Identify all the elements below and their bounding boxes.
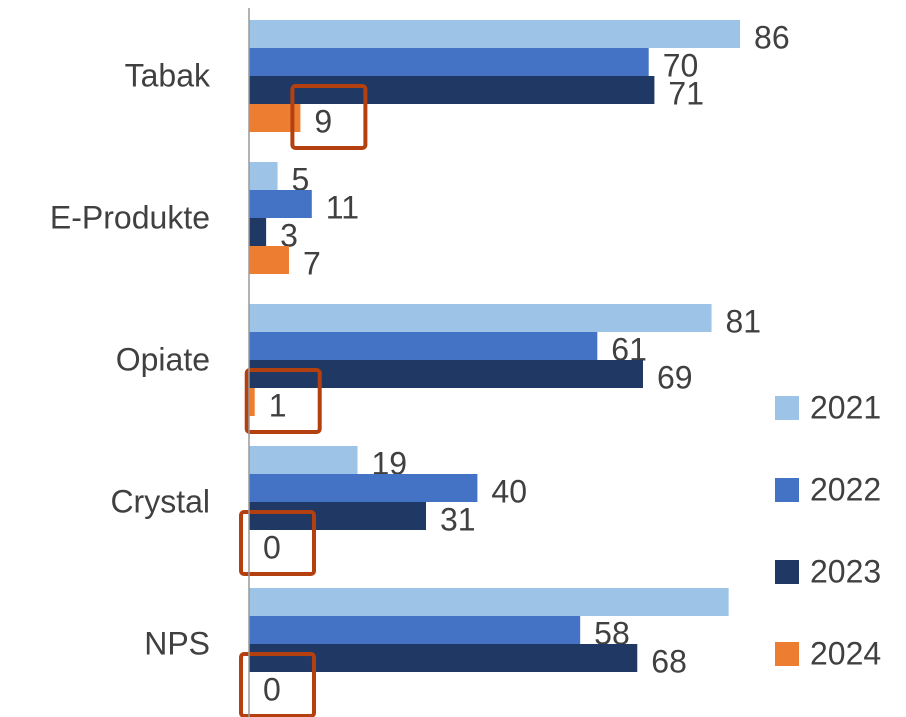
bar bbox=[249, 502, 427, 530]
category-label: Tabak bbox=[125, 57, 211, 93]
data-label: 69 bbox=[657, 359, 693, 395]
category-label: Opiate bbox=[116, 341, 210, 377]
data-label: 11 bbox=[326, 189, 359, 225]
bar bbox=[249, 644, 638, 672]
legend-swatch bbox=[775, 560, 799, 584]
bar bbox=[249, 304, 712, 332]
data-label: 0 bbox=[263, 529, 281, 565]
highlight-box bbox=[239, 510, 316, 576]
bar bbox=[249, 48, 649, 76]
legend-label: 2022 bbox=[810, 471, 881, 507]
data-label: 70 bbox=[663, 47, 699, 83]
bar bbox=[249, 388, 255, 416]
data-label: 1 bbox=[269, 387, 287, 423]
bar bbox=[249, 76, 655, 104]
data-label: 0 bbox=[263, 671, 281, 707]
bar bbox=[249, 588, 729, 616]
bar bbox=[249, 360, 643, 388]
bar bbox=[249, 218, 267, 246]
data-label: 81 bbox=[726, 303, 762, 339]
bar bbox=[249, 332, 598, 360]
legend-label: 2021 bbox=[810, 389, 881, 425]
data-label: 40 bbox=[491, 473, 527, 509]
data-label: 71 bbox=[668, 75, 704, 111]
legend-swatch bbox=[775, 396, 799, 420]
highlight-box bbox=[290, 84, 368, 150]
bar bbox=[249, 20, 741, 48]
data-label: 31 bbox=[440, 501, 476, 537]
legend-label: 2023 bbox=[810, 553, 881, 589]
legend-swatch bbox=[775, 642, 799, 666]
bar bbox=[249, 162, 278, 190]
highlight-box bbox=[239, 652, 316, 717]
data-label: 3 bbox=[280, 217, 298, 253]
bar bbox=[249, 474, 478, 502]
legend-label: 2024 bbox=[810, 635, 881, 671]
category-label: Crystal bbox=[110, 483, 210, 519]
bar bbox=[249, 616, 581, 644]
category-label: E-Produkte bbox=[50, 199, 210, 235]
data-label: 5 bbox=[292, 161, 310, 197]
data-label: 7 bbox=[303, 245, 321, 281]
bar bbox=[249, 246, 289, 274]
data-label: 86 bbox=[754, 19, 790, 55]
data-label: 9 bbox=[314, 103, 332, 139]
data-label: 68 bbox=[651, 643, 687, 679]
bar bbox=[249, 190, 312, 218]
highlight-box bbox=[244, 368, 322, 434]
legend-swatch bbox=[775, 478, 799, 502]
category-label: NPS bbox=[144, 625, 210, 661]
bar bbox=[249, 446, 358, 474]
